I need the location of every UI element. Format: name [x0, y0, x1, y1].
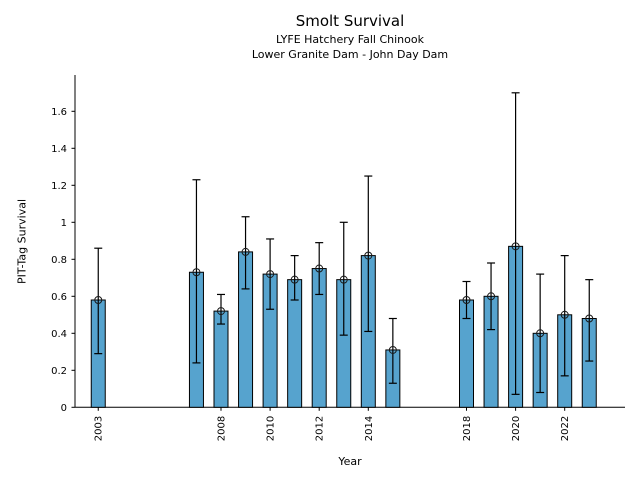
y-tick-label: 0.8: [51, 255, 67, 266]
chart-subtitle-hatchery: LYFE Hatchery Fall Chinook: [276, 33, 424, 46]
point-marker-2023: [585, 314, 594, 323]
y-tick-label: 1.6: [51, 107, 67, 118]
point-marker-2018: [462, 296, 471, 304]
point-marker-2008: [217, 307, 225, 316]
x-tick-label: 2018: [462, 416, 473, 441]
y-tick-label: 1.2: [51, 181, 67, 192]
x-tick-label: 2010: [266, 416, 277, 441]
x-tick-label: 2020: [511, 416, 522, 441]
chart-title: Smolt Survival: [295, 12, 405, 30]
point-marker-2010: [266, 270, 275, 279]
point-marker-2011: [290, 275, 299, 284]
point-marker-2020: [511, 242, 520, 251]
y-tick-label: 1: [61, 218, 67, 229]
point-marker-2013: [339, 275, 348, 284]
y-tick-label: 1.4: [51, 144, 67, 155]
y-tick-label: 0.6: [51, 292, 67, 303]
x-tick-label: 2008: [217, 416, 228, 441]
point-marker-2009: [241, 247, 250, 256]
point-marker-2003: [94, 296, 103, 304]
point-marker-2019: [487, 292, 496, 301]
x-axis-label: Year: [338, 455, 362, 468]
x-tick-label: 2003: [94, 416, 105, 441]
point-marker-2015: [388, 345, 397, 354]
bar-2008: [213, 310, 229, 408]
point-marker-2014: [364, 251, 373, 260]
y-tick-label: 0.2: [51, 366, 67, 377]
chart-subtitle-reach: Lower Granite Dam - John Day Dam: [251, 48, 449, 61]
point-marker-2007: [192, 268, 201, 277]
y-tick-label: 0: [61, 403, 67, 414]
point-marker-2022: [560, 310, 569, 319]
point-marker-2012: [315, 264, 324, 273]
x-tick-label: 2014: [364, 416, 375, 441]
y-tick-label: 0.4: [51, 329, 67, 340]
point-marker-2021: [536, 329, 545, 338]
x-tick-label: 2012: [315, 416, 326, 441]
x-tick-label: 2022: [560, 416, 571, 441]
